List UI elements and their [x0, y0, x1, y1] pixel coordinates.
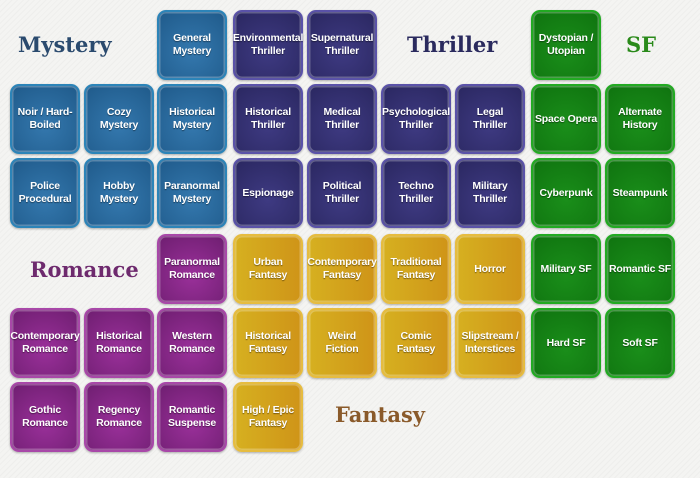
genre-label: Space Opera [535, 112, 597, 125]
genre-label: Western Romance [169, 330, 215, 355]
genre-tile-thriller[interactable]: Historical Thriller [233, 84, 303, 154]
genre-tile-romance[interactable]: Paranormal Romance [157, 234, 227, 304]
genre-tile-mystery[interactable]: Police Procedural [10, 158, 80, 228]
genre-label: Hard SF [546, 336, 586, 349]
genre-label: Political Thriller [322, 180, 362, 205]
heading-sf: SF [626, 32, 657, 57]
genre-label: Regency Romance [96, 404, 142, 429]
genre-label: Paranormal Mystery [164, 180, 220, 205]
genre-label: Gothic Romance [22, 404, 68, 429]
genre-tile-sf[interactable]: Space Opera [531, 84, 601, 154]
genre-label: Historical Fantasy [245, 330, 291, 355]
genre-tile-sf[interactable]: Steampunk [605, 158, 675, 228]
genre-label: Paranormal Romance [164, 256, 220, 281]
genre-tile-thriller[interactable]: Military Thriller [455, 158, 525, 228]
genre-tile-sf[interactable]: Dystopian / Utopian [531, 10, 601, 80]
genre-label: Psychological Thriller [382, 106, 451, 131]
genre-label: Legal Thriller [473, 106, 507, 131]
genre-tile-thriller[interactable]: Psychological Thriller [381, 84, 451, 154]
genre-label: Military Thriller [472, 180, 508, 205]
genre-label: Espionage [242, 186, 294, 199]
genre-tile-thriller[interactable]: Legal Thriller [455, 84, 525, 154]
genre-label: Slipstream / Interstices [461, 330, 519, 355]
genre-label: High / Epic Fantasy [241, 404, 295, 429]
genre-tile-mystery[interactable]: Hobby Mystery [84, 158, 154, 228]
genre-label: Soft SF [622, 336, 658, 349]
genre-label: Hobby Mystery [99, 180, 139, 205]
genre-label: Supernatural Thriller [310, 32, 374, 57]
genre-tile-sf[interactable]: Hard SF [531, 308, 601, 378]
genre-tile-mystery[interactable]: Noir / Hard-Boiled [10, 84, 80, 154]
genre-tile-romance[interactable]: Historical Romance [84, 308, 154, 378]
genre-label: Environmental Thriller [232, 32, 304, 57]
genre-label: Cyberpunk [539, 186, 593, 199]
genre-label: Historical Romance [96, 330, 142, 355]
heading-mystery: Mystery [18, 32, 112, 57]
genre-tile-thriller[interactable]: Medical Thriller [307, 84, 377, 154]
genre-label: Noir / Hard-Boiled [17, 106, 73, 131]
genre-label: Military SF [540, 262, 592, 275]
genre-tile-sf[interactable]: Soft SF [605, 308, 675, 378]
genre-label: Traditional Fantasy [390, 256, 442, 281]
genre-label: Steampunk [612, 186, 668, 199]
genre-label: Weird Fiction [325, 330, 359, 355]
genre-tile-sf[interactable]: Romantic SF [605, 234, 675, 304]
genre-tile-fantasy[interactable]: Weird Fiction [307, 308, 377, 378]
heading-thriller: Thriller [407, 32, 498, 57]
genre-label: Police Procedural [18, 180, 72, 205]
genre-label: Horror [474, 262, 506, 275]
genre-label: Contemporary Romance [10, 330, 80, 355]
genre-tile-romance[interactable]: Regency Romance [84, 382, 154, 452]
genre-tile-mystery[interactable]: Historical Mystery [157, 84, 227, 154]
genre-tile-romance[interactable]: Gothic Romance [10, 382, 80, 452]
genre-tile-romance[interactable]: Contemporary Romance [10, 308, 80, 378]
genre-tile-fantasy[interactable]: High / Epic Fantasy [233, 382, 303, 452]
genre-tile-mystery[interactable]: Cozy Mystery [84, 84, 154, 154]
genre-label: Techno Thriller [398, 180, 434, 205]
genre-tile-sf[interactable]: Cyberpunk [531, 158, 601, 228]
genre-label: Romantic SF [609, 262, 671, 275]
genre-label: Dystopian / Utopian [538, 32, 594, 57]
genre-tile-thriller[interactable]: Espionage [233, 158, 303, 228]
genre-tile-romance[interactable]: Romantic Suspense [157, 382, 227, 452]
genre-tile-thriller[interactable]: Techno Thriller [381, 158, 451, 228]
genre-label: Urban Fantasy [248, 256, 288, 281]
genre-label: Comic Fantasy [396, 330, 436, 355]
genre-tile-fantasy[interactable]: Comic Fantasy [381, 308, 451, 378]
genre-tile-fantasy[interactable]: Contemporary Fantasy [307, 234, 377, 304]
genre-tile-fantasy[interactable]: Horror [455, 234, 525, 304]
genre-tile-sf[interactable]: Alternate History [605, 84, 675, 154]
genre-tile-mystery[interactable]: General Mystery [157, 10, 227, 80]
genre-label: Historical Thriller [245, 106, 291, 131]
genre-tile-fantasy[interactable]: Urban Fantasy [233, 234, 303, 304]
genre-label: Romantic Suspense [167, 404, 216, 429]
genre-label: General Mystery [172, 32, 212, 57]
genre-tile-thriller[interactable]: Environmental Thriller [233, 10, 303, 80]
genre-label: Alternate History [618, 106, 662, 131]
heading-romance: Romance [30, 257, 139, 282]
genre-tile-fantasy[interactable]: Slipstream / Interstices [455, 308, 525, 378]
genre-tile-fantasy[interactable]: Historical Fantasy [233, 308, 303, 378]
heading-fantasy: Fantasy [335, 402, 425, 427]
genre-tile-thriller[interactable]: Political Thriller [307, 158, 377, 228]
genre-tile-fantasy[interactable]: Traditional Fantasy [381, 234, 451, 304]
genre-tile-romance[interactable]: Western Romance [157, 308, 227, 378]
genre-label: Cozy Mystery [99, 106, 139, 131]
genre-label: Historical Mystery [169, 106, 215, 131]
genre-tile-mystery[interactable]: Paranormal Mystery [157, 158, 227, 228]
genre-tile-sf[interactable]: Military SF [531, 234, 601, 304]
genre-label: Medical Thriller [323, 106, 361, 131]
genre-tile-thriller[interactable]: Supernatural Thriller [307, 10, 377, 80]
genre-label: Contemporary Fantasy [307, 256, 377, 281]
